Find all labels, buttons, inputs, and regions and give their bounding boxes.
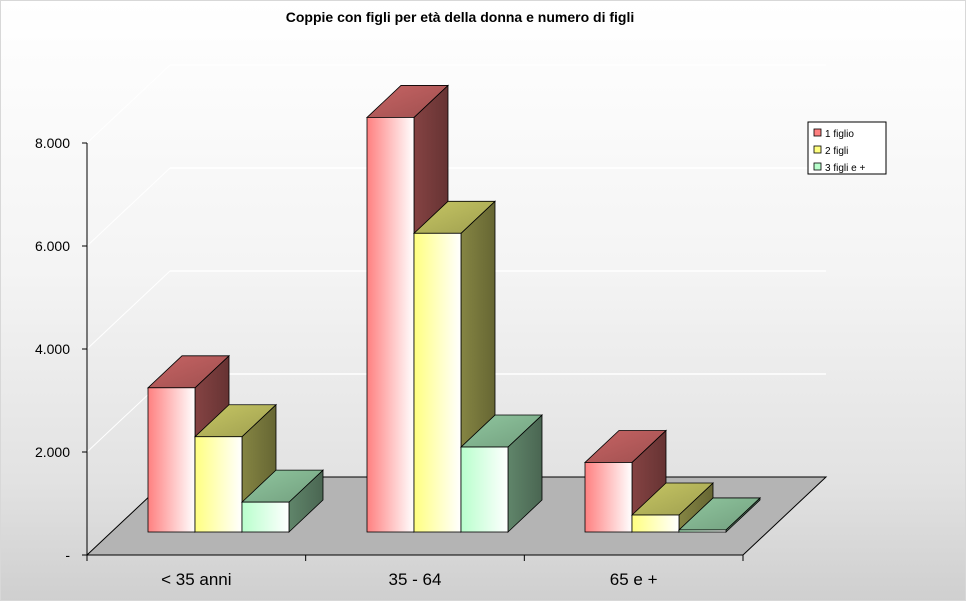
gridlines <box>86 64 826 453</box>
legend-swatch <box>813 128 822 137</box>
bar-front <box>241 501 290 533</box>
chart-title: Coppie con figli per età della donna e n… <box>286 9 634 25</box>
gridline-diagonal <box>86 64 171 144</box>
bar-front <box>147 387 196 533</box>
bar-front <box>678 529 727 533</box>
bar-front <box>194 436 243 533</box>
bar <box>459 414 544 533</box>
x-tick-label: < 35 anni <box>161 570 231 589</box>
gridline-diagonal <box>86 167 171 247</box>
bar-front <box>413 232 462 533</box>
bar <box>677 497 762 533</box>
legend-label: 3 figli e + <box>825 163 865 174</box>
bar <box>365 84 450 533</box>
y-tick-label: 2.000 <box>35 444 70 460</box>
axes: - 2.000 4.000 6.000 8.000 < 35 anni 35 - 64 65 … <box>35 135 744 589</box>
legend-swatch <box>813 145 822 154</box>
y-tick-label: 6.000 <box>35 238 70 254</box>
gridline-diagonal <box>86 270 171 350</box>
y-tick-label: 8.000 <box>35 135 70 151</box>
bars <box>146 84 762 533</box>
y-tick-label: 4.000 <box>35 341 70 357</box>
legend-swatch <box>813 162 822 171</box>
bar-front <box>460 446 509 533</box>
legend: 1 figlio 2 figli 3 figli e + <box>807 121 887 175</box>
bar-front <box>584 462 633 533</box>
y-tick-label: - <box>65 547 70 563</box>
x-tick-label: 65 e + <box>610 570 658 589</box>
legend-label: 1 figlio <box>825 129 854 140</box>
bar <box>240 469 325 533</box>
legend-label: 2 figli <box>825 146 848 157</box>
bar-front <box>631 514 680 533</box>
bar <box>630 482 715 533</box>
x-tick-label: 35 - 64 <box>389 570 442 589</box>
bar-front <box>366 117 415 533</box>
